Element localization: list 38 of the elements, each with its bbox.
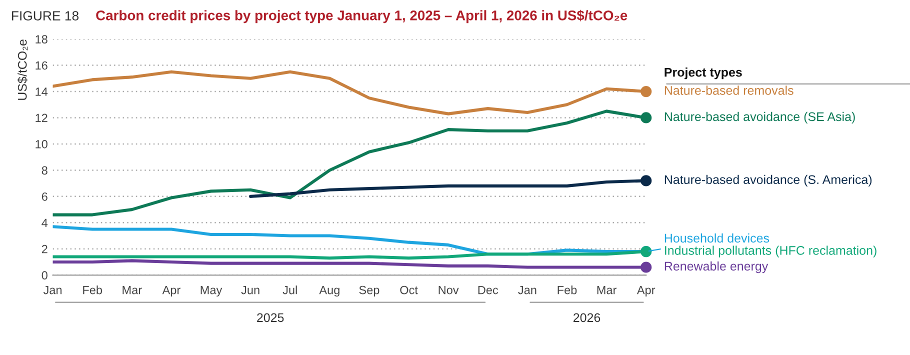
- x-tick-label: Feb: [83, 286, 102, 294]
- y-tick-label: 12: [36, 114, 48, 122]
- y-tick-label: 2: [42, 244, 48, 254]
- x-tick-label: Feb: [558, 286, 577, 294]
- x-tick-label: Jun: [241, 286, 260, 294]
- text: 2026: [573, 313, 600, 322]
- x-tick-label: Apr: [636, 286, 656, 297]
- y-axis-title: US$/tCO₂e: [17, 40, 28, 100]
- legend-title: Project types: [664, 68, 742, 80]
- chart-title: Carbon credit prices by project type January 1, 2025 – April 1, 2026 in US$/tCO₂e: [96, 10, 628, 24]
- y-tick-label: 10: [36, 140, 48, 148]
- series-label: Nature-based removals: [664, 86, 794, 95]
- text: 2025: [257, 313, 284, 322]
- series-label: Industrial pollutants (HFC reclamation): [665, 246, 876, 258]
- y-tick-label: 4: [42, 218, 48, 227]
- y-tick-label: 16: [36, 61, 48, 70]
- x-tick-label: Aug: [319, 286, 340, 297]
- y-tick-label: 0: [42, 271, 48, 280]
- x-tick-label: Dec: [478, 286, 498, 294]
- x-tick-label: Jan: [518, 286, 536, 294]
- series-label: Household devices: [664, 233, 770, 243]
- x-tick-label: Jan: [43, 286, 62, 294]
- x-tick-label: May: [200, 286, 222, 297]
- y-tick-label: 14: [36, 88, 48, 96]
- series-label: Nature-based avoidance (S. America): [664, 174, 872, 187]
- y-tick-label: 6: [42, 192, 48, 201]
- x-tick-label: Sep: [359, 286, 380, 297]
- x-tick-label: Mar: [597, 286, 617, 294]
- y-tick-label: 18: [36, 35, 48, 44]
- x-tick-label: Jul: [282, 286, 297, 294]
- x-tick-label: Apr: [162, 286, 180, 297]
- x-tick-label: Oct: [400, 286, 418, 294]
- y-tick-label: 8: [42, 166, 48, 175]
- caption: FIGURE 18: [12, 11, 79, 20]
- series-label: Renewable energy: [664, 261, 768, 274]
- x-tick-label: Mar: [122, 286, 142, 294]
- x-tick-label: Nov: [438, 286, 459, 294]
- series-label: Nature-based avoidance (SE Asia): [664, 112, 855, 124]
